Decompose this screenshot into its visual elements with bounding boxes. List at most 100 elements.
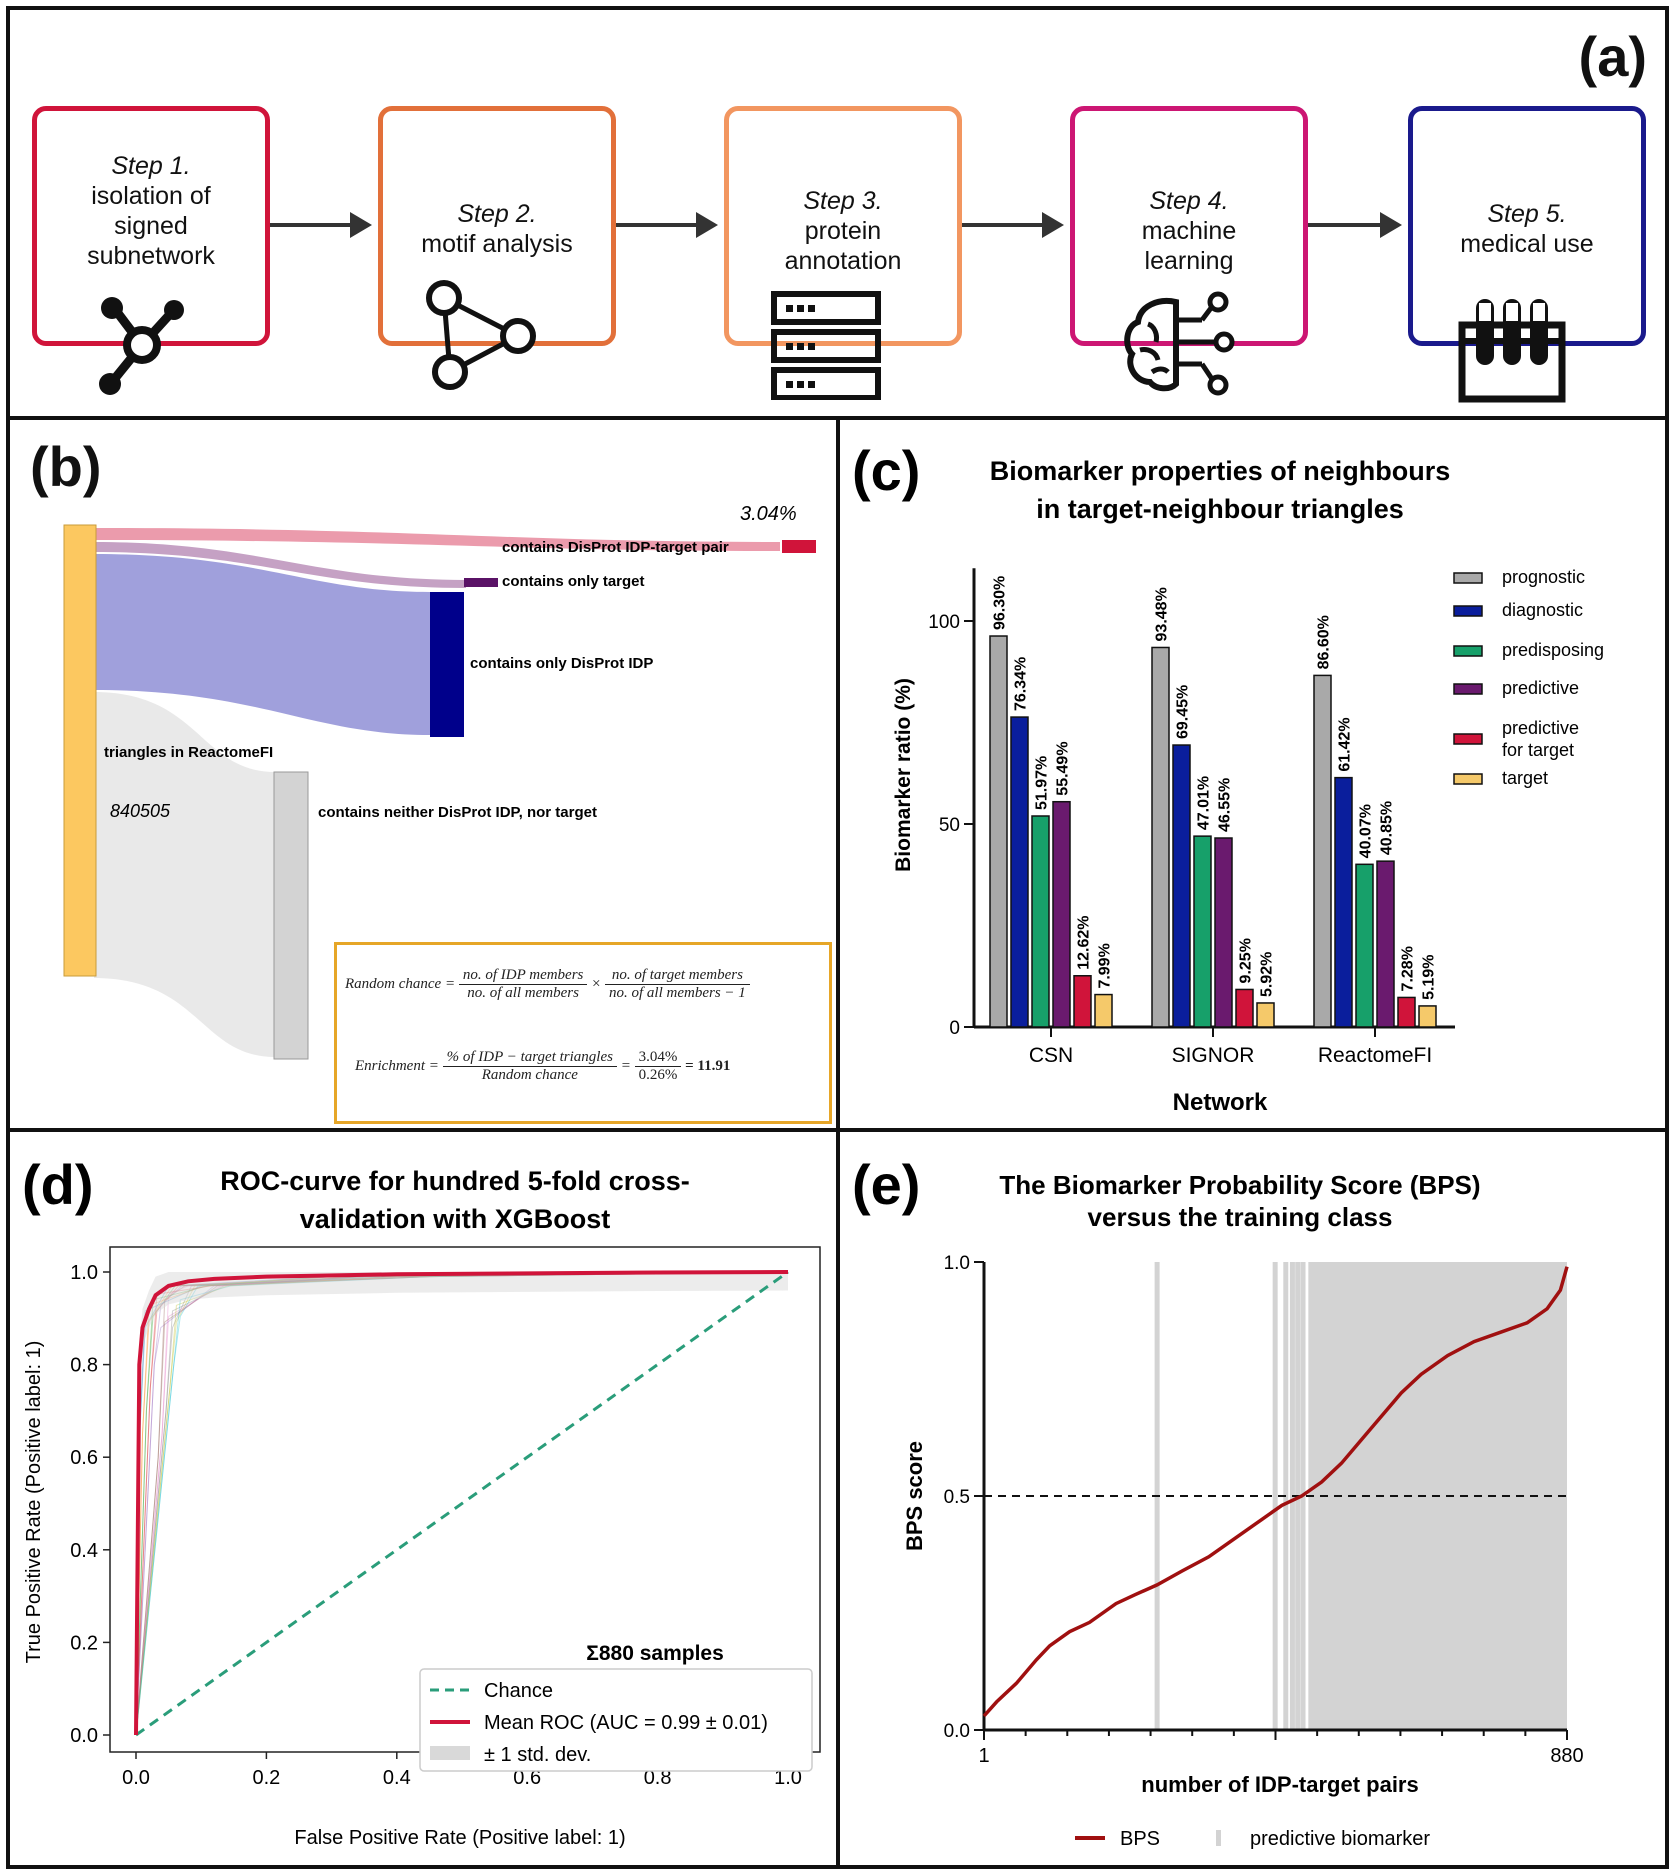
enrichment-label: Enrichment = xyxy=(355,1057,439,1074)
equals-sign: = xyxy=(620,1057,631,1074)
y-axis-label: Biomarker ratio (%) xyxy=(892,678,915,872)
panel-e-label: (e) xyxy=(852,1153,920,1216)
x-tick-label: 0.4 xyxy=(383,1767,411,1789)
y-tick-label: 0.0 xyxy=(944,1721,970,1742)
network-hub-icon xyxy=(92,290,192,405)
data-label: 69.45% xyxy=(1175,685,1192,739)
bar-target xyxy=(1418,1005,1437,1028)
x-tick-label: 880 xyxy=(1550,1745,1583,1767)
flow-only-idp xyxy=(94,554,430,735)
bar-target xyxy=(1094,993,1113,1028)
frac-den: no. of all members xyxy=(467,985,579,1001)
sankey-pct-label: 3.04% xyxy=(740,503,797,525)
legend-swatch xyxy=(1453,645,1483,657)
node-idp-target xyxy=(782,540,816,553)
x-tick-label: SIGNOR xyxy=(1172,1044,1255,1067)
bar-diagnostic xyxy=(1172,744,1191,1028)
step-title: Step 1. xyxy=(111,152,191,180)
y-axis-label: BPS score xyxy=(902,1441,927,1551)
legend-swatch xyxy=(1453,572,1483,584)
y-tick-label: 0.4 xyxy=(70,1540,98,1562)
step-title: Step 5. xyxy=(1487,200,1567,228)
legend-biomarker-swatch xyxy=(1216,1830,1221,1846)
sankey-diagram: 3.04% contains DisProt IDP-target pair c… xyxy=(63,503,816,1060)
bar-prognostic xyxy=(989,635,1008,1028)
data-label: 7.28% xyxy=(1400,946,1417,991)
y-tick-label: 0.6 xyxy=(70,1447,98,1469)
enrichment-result: = 11.91 xyxy=(685,1057,731,1074)
chart-title-line: validation with XGBoost xyxy=(300,1204,611,1234)
data-label: 93.48% xyxy=(1154,587,1171,641)
random-chance-label: Random chance = xyxy=(345,975,456,992)
frac-den: no. of all members − 1 xyxy=(609,985,746,1001)
bar-predictive xyxy=(1052,800,1071,1028)
bar-chart-biomarker: (c) Biomarker properties of neighbours in … xyxy=(852,439,1604,1116)
legend-label: prognostic xyxy=(1502,567,1585,587)
bar-predictive-for-target xyxy=(1397,996,1416,1028)
legend-label: predictive biomarker xyxy=(1250,1828,1430,1850)
chart-title-line: in target-neighbour triangles xyxy=(1036,494,1404,524)
x-tick-label: 0.0 xyxy=(122,1767,150,1789)
y-tick-label: 1.0 xyxy=(70,1262,98,1284)
roc-chart: (d) ROC-curve for hundred 5-fold cross-va… xyxy=(22,1153,821,1849)
x-axis-label: number of IDP-target pairs xyxy=(1141,1772,1418,1797)
legend-label: BPS xyxy=(1120,1828,1160,1850)
data-label: 9.25% xyxy=(1238,938,1255,983)
panel-d: (d) ROC-curve for hundred 5-fold cross-va… xyxy=(6,1128,840,1869)
panel-d-label: (d) xyxy=(22,1153,94,1216)
flow-arrow xyxy=(962,212,1064,238)
flow-label-0: contains DisProt IDP-target pair xyxy=(502,539,729,556)
times-sign: × xyxy=(591,975,602,992)
data-label: 40.07% xyxy=(1358,804,1375,858)
flow-label-1: contains only target xyxy=(502,573,645,590)
legend-label: ± 1 std. dev. xyxy=(484,1744,591,1766)
data-label: 46.55% xyxy=(1217,778,1234,832)
x-axis-label: False Positive Rate (Positive label: 1) xyxy=(294,1827,625,1849)
test-tubes-icon xyxy=(1452,295,1572,410)
legend-label: target xyxy=(1502,768,1548,788)
legend-band-swatch xyxy=(430,1746,470,1760)
step-title: Step 4. xyxy=(1149,187,1229,215)
node-neither xyxy=(273,771,309,1060)
bps-chart: (e) The Biomarker Probability Score (BPS)… xyxy=(852,1153,1584,1850)
step-box-2: Step 2. motif analysis xyxy=(378,106,616,346)
random-chance-row: Random chance = no. of IDP members no. of… xyxy=(345,967,750,1002)
frac-num: 3.04% xyxy=(634,1049,682,1067)
chance-line xyxy=(135,1270,789,1737)
legend-label: for target xyxy=(1502,740,1574,760)
panel-c-label: (c) xyxy=(852,439,920,502)
y-tick-label: 50 xyxy=(939,815,960,836)
legend-box xyxy=(419,1668,813,1772)
enrichment-formula-box: Random chance = no. of IDP members no. of… xyxy=(334,942,832,1124)
bar-predictive xyxy=(1376,860,1395,1028)
x-tick-label: 0.2 xyxy=(252,1767,280,1789)
chart-title-line: ROC-curve for hundred 5-fold cross- xyxy=(220,1166,690,1196)
panel-a: (a) Step 1. isolation of signed subnetwor… xyxy=(6,6,1669,420)
x-tick-label: 1 xyxy=(978,1745,989,1767)
frac-num: no. of IDP members xyxy=(458,967,588,985)
flow-arrow xyxy=(616,212,718,238)
node-source xyxy=(63,524,97,977)
bar-predisposing xyxy=(1355,863,1374,1028)
sankey-count-label: 840505 xyxy=(110,801,171,821)
legend-label: Chance xyxy=(484,1680,553,1702)
step-text: protein annotation xyxy=(784,217,902,275)
panel-a-label: (a) xyxy=(1578,25,1647,88)
legend-label: predictive xyxy=(1502,718,1579,738)
mean-roc-line xyxy=(134,1270,789,1736)
flow-label-3: contains neither DisProt IDP, nor target xyxy=(318,804,597,821)
frac-target: no. of target members no. of all members … xyxy=(605,967,750,1002)
bar-target xyxy=(1256,1002,1275,1028)
bar-prognostic xyxy=(1151,646,1170,1028)
legend-swatch xyxy=(1453,773,1483,785)
node-only-idp xyxy=(430,592,464,737)
frac-den: Random chance xyxy=(481,1067,578,1083)
data-label: 12.62% xyxy=(1076,915,1093,969)
step-text: machine learning xyxy=(1141,217,1237,275)
bar-diagnostic xyxy=(1010,716,1029,1028)
data-label: 40.85% xyxy=(1379,801,1396,855)
y-tick-label: 100 xyxy=(928,612,960,633)
bps-curve xyxy=(982,1266,1569,1718)
x-tick-label: 1.0 xyxy=(774,1767,802,1789)
legend-label: diagnostic xyxy=(1502,600,1583,620)
